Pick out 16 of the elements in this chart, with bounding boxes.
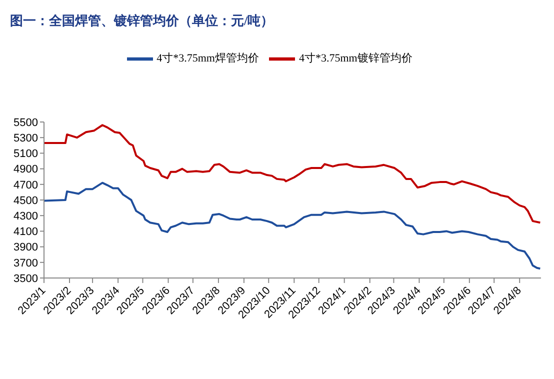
y-tick-label: 4100 — [14, 226, 38, 238]
y-tick-label: 5300 — [14, 132, 38, 145]
y-tick-label: 4900 — [14, 164, 38, 176]
y-tick-label: 5500 — [14, 116, 38, 129]
chart-title: 图一：全国焊管、镀锌管均价（单位：元/吨） — [10, 12, 274, 30]
y-tick-label: 3700 — [14, 257, 38, 270]
line-series — [44, 182, 541, 270]
y-tick-label: 4300 — [14, 210, 38, 223]
legend-label: 4寸*3.75mm镀锌管均价 — [299, 52, 412, 65]
y-tick-label: 5100 — [14, 148, 38, 160]
y-tick-label: 4500 — [14, 194, 38, 207]
line-series — [44, 124, 541, 224]
y-tick-label: 3900 — [14, 242, 38, 254]
y-tick-label: 3500 — [14, 272, 38, 285]
legend-label: 4寸*3.75mm焊管均价 — [156, 52, 259, 65]
y-tick-label: 4700 — [14, 179, 38, 192]
